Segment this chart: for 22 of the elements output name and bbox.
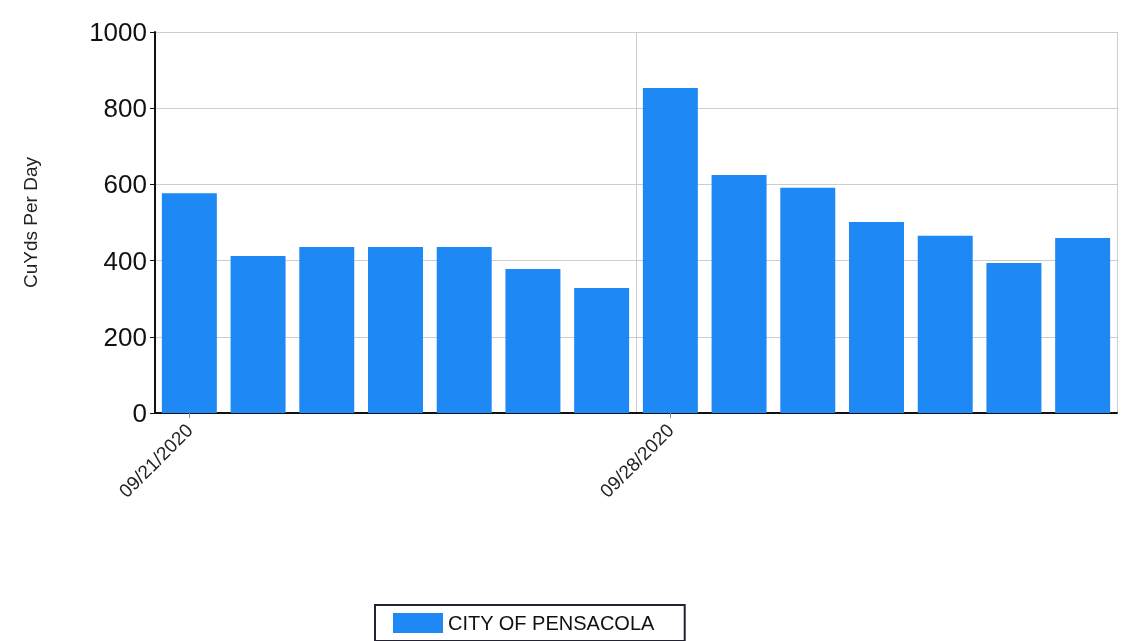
bar xyxy=(230,256,286,413)
bar xyxy=(505,268,561,413)
y-tick-label: 0 xyxy=(132,398,147,428)
bar xyxy=(780,187,836,413)
y-tick-label: 200 xyxy=(103,321,147,352)
y-tick-label: 400 xyxy=(103,245,147,276)
y-tick-label: 800 xyxy=(103,93,147,124)
bar xyxy=(642,88,698,413)
bar xyxy=(986,262,1042,413)
bar xyxy=(711,174,767,413)
bar xyxy=(917,235,973,413)
y-axis-title: CuYds Per Day xyxy=(20,156,41,288)
bar xyxy=(436,246,492,413)
bar xyxy=(368,246,423,413)
legend-label: CITY OF PENSACOLA xyxy=(448,612,656,634)
bar xyxy=(1055,238,1111,413)
y-tick-label: 1000 xyxy=(89,17,147,47)
bar xyxy=(299,246,355,413)
bar xyxy=(849,222,904,413)
y-tick-label: 600 xyxy=(103,169,147,200)
bar xyxy=(574,288,630,413)
bar xyxy=(161,193,217,413)
